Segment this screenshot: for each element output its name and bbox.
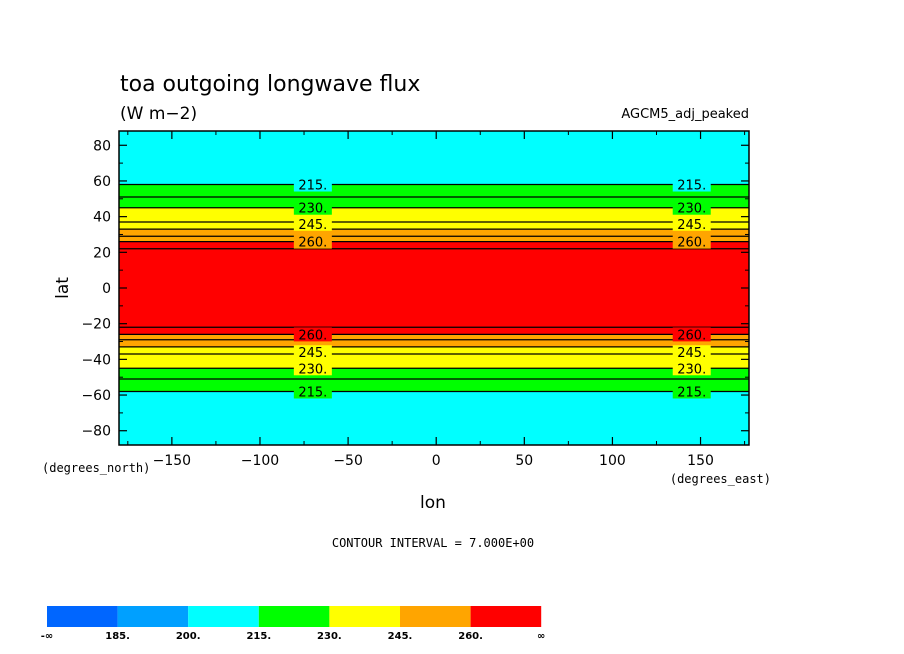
y-axis-label: lat xyxy=(53,277,73,299)
fill-band-8 xyxy=(119,391,749,445)
x-axis: −150 −100 −50 0 50 100 150 xyxy=(127,131,746,469)
contour-label-bg xyxy=(672,200,711,215)
colorbar-cell-2 xyxy=(188,606,259,627)
chart-title: toa outgoing longwave flux xyxy=(120,72,420,97)
y-unit-label: (degrees_north) xyxy=(42,461,150,475)
run-label: AGCM5_adj_peaked xyxy=(621,107,749,122)
x-tick-label: 100 xyxy=(599,453,626,469)
fill-band-2 xyxy=(119,207,749,230)
colorbar-cell-1 xyxy=(117,606,189,627)
x-axis-label: lon xyxy=(420,493,446,513)
contour-label: 260. xyxy=(677,236,706,251)
colorbar-label: ∞ xyxy=(537,631,545,642)
colorbar-label: 245. xyxy=(388,631,413,642)
contour-label-bg xyxy=(293,200,332,215)
colorbar-cell-6 xyxy=(470,606,542,627)
contour-label-bg xyxy=(672,216,711,231)
y-tick-label: 60 xyxy=(93,174,111,190)
y-axis: −80 −60 −40 −20 0 20 40 60 80 xyxy=(81,138,749,440)
contour-label: 260. xyxy=(298,328,327,343)
contour-interval-text: CONTOUR INTERVAL = 7.000E+00 xyxy=(332,536,534,550)
fill-band-3 xyxy=(119,229,749,242)
contour-label-bg xyxy=(672,234,711,249)
contour-label: 230. xyxy=(298,202,327,217)
y-tick-label: 20 xyxy=(93,245,111,261)
contour-label-bg xyxy=(293,327,332,342)
contour-label: 215. xyxy=(677,385,706,400)
y-tick-label: 40 xyxy=(93,210,111,226)
x-unit-label: (degrees_east) xyxy=(670,472,771,486)
colorbar-label: 215. xyxy=(246,631,271,642)
chart-units: (W m−2) xyxy=(120,104,197,124)
contour-label: 260. xyxy=(677,328,706,343)
contour-label: 215. xyxy=(298,385,327,400)
fill-band-1 xyxy=(119,184,749,208)
fill-band-7 xyxy=(119,368,749,392)
contour-label-bg xyxy=(293,361,332,376)
contour-label: 245. xyxy=(677,218,706,233)
colorbar-cell-3 xyxy=(258,606,330,627)
contour-label: 215. xyxy=(298,179,327,194)
contour-label: 245. xyxy=(298,346,327,361)
contour-label: 230. xyxy=(677,362,706,377)
x-tick-label: −100 xyxy=(241,453,279,469)
colorbar-label: -∞ xyxy=(41,631,53,642)
contour-label-bg xyxy=(293,177,332,192)
contour-label-bg xyxy=(293,345,332,360)
fill-band-0 xyxy=(119,131,749,185)
contour-label: 260. xyxy=(298,236,327,251)
contour-lines xyxy=(119,183,749,393)
colorbar-label: 230. xyxy=(317,631,342,642)
y-tick-label: 80 xyxy=(93,138,111,154)
x-tick-label: 50 xyxy=(515,453,533,469)
contour-label: 230. xyxy=(298,362,327,377)
contour-label-bg xyxy=(672,361,711,376)
y-tick-label: −20 xyxy=(81,317,111,333)
contour-label-bg xyxy=(672,327,711,342)
x-tick-label: 0 xyxy=(432,453,441,469)
contour-label-bg xyxy=(293,384,332,399)
fill-band-4 xyxy=(119,241,749,335)
colorbar-label: 200. xyxy=(176,631,201,642)
colorbar-cell-5 xyxy=(400,606,471,627)
y-tick-label: 0 xyxy=(102,281,111,297)
contour-label-bg xyxy=(293,234,332,249)
colorbar-label: 260. xyxy=(458,631,483,642)
y-tick-label: −40 xyxy=(81,352,111,368)
contour-label: 230. xyxy=(677,202,706,217)
contour-label-bg xyxy=(672,177,711,192)
contour-label-bg xyxy=(293,216,332,231)
plot-area xyxy=(119,131,749,445)
x-tick-label: 150 xyxy=(687,453,714,469)
y-tick-label: −80 xyxy=(81,424,111,440)
y-tick-label: −60 xyxy=(81,388,111,404)
colorbar: -∞ 185. 200. 215. 230. 245. 260. ∞ xyxy=(41,606,545,642)
x-tick-label: −50 xyxy=(333,453,363,469)
fill-band-5 xyxy=(119,334,749,347)
contour-label: 245. xyxy=(677,346,706,361)
contour-label: 245. xyxy=(298,218,327,233)
fill-band-6 xyxy=(119,346,749,369)
contour-label: 215. xyxy=(677,179,706,194)
colorbar-cell-4 xyxy=(329,606,400,627)
colorbar-cell-0 xyxy=(47,606,118,627)
contour-label-bg xyxy=(672,345,711,360)
contour-labels: 215. 215.230. 230.245. 245.260. 260.260. 260.… xyxy=(293,177,711,400)
colorbar-label: 185. xyxy=(105,631,130,642)
x-tick-label: −150 xyxy=(153,453,191,469)
contour-label-bg xyxy=(672,384,711,399)
